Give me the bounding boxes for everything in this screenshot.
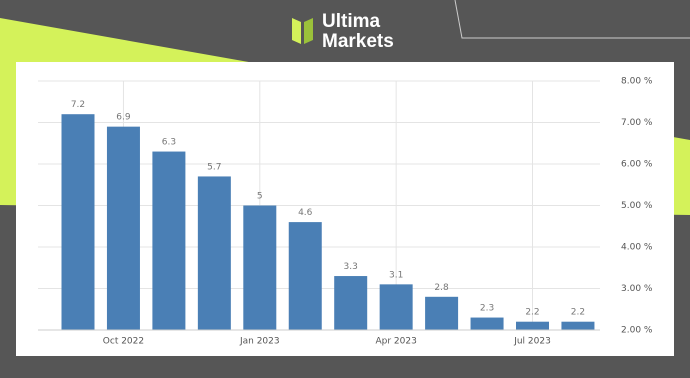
y-tick-label: 5.00 %: [621, 201, 653, 211]
y-tick-label: 4.00 %: [621, 243, 653, 253]
value-label: 3.1: [389, 270, 403, 280]
y-tick-label: 3.00 %: [621, 284, 653, 294]
x-tick-label: Oct 2022: [103, 337, 144, 347]
logo-icon: [304, 18, 313, 44]
value-label: 6.9: [116, 113, 131, 123]
value-label: 2.8: [434, 283, 449, 293]
bar: [470, 317, 504, 330]
bar: [425, 296, 459, 330]
value-label: 7.2: [71, 100, 85, 110]
bar: [197, 176, 231, 330]
logo-icon: [292, 18, 301, 44]
value-label: 4.6: [298, 208, 313, 218]
y-tick-label: 2.00 %: [621, 326, 653, 336]
bar: [334, 276, 368, 330]
bar: [516, 321, 549, 330]
x-tick-label: Jul 2023: [513, 337, 551, 347]
y-tick-label: 8.00 %: [621, 77, 653, 87]
brand-text: Markets: [322, 31, 394, 52]
bar: [561, 321, 595, 330]
value-label: 2.2: [571, 308, 585, 318]
x-tick-label: Apr 2023: [375, 337, 416, 347]
value-label: 2.2: [525, 308, 539, 318]
bar: [152, 151, 186, 330]
bar: [106, 126, 140, 331]
brand-text: Ultima: [322, 11, 381, 32]
bar: [61, 114, 95, 330]
bar: [243, 205, 277, 330]
value-label: 3.3: [344, 262, 358, 272]
value-label: 5: [257, 192, 263, 202]
y-tick-label: 6.00 %: [621, 160, 653, 170]
value-label: 5.7: [207, 162, 221, 172]
value-label: 2.3: [480, 304, 494, 314]
logo: Ultima Markets: [292, 11, 394, 52]
bar: [288, 222, 322, 330]
y-tick-label: 7.00 %: [621, 118, 653, 128]
deco-line: [454, 0, 690, 39]
value-label: 6.3: [162, 138, 176, 148]
x-tick-label: Jan 2023: [239, 337, 280, 347]
bar: [379, 284, 413, 330]
